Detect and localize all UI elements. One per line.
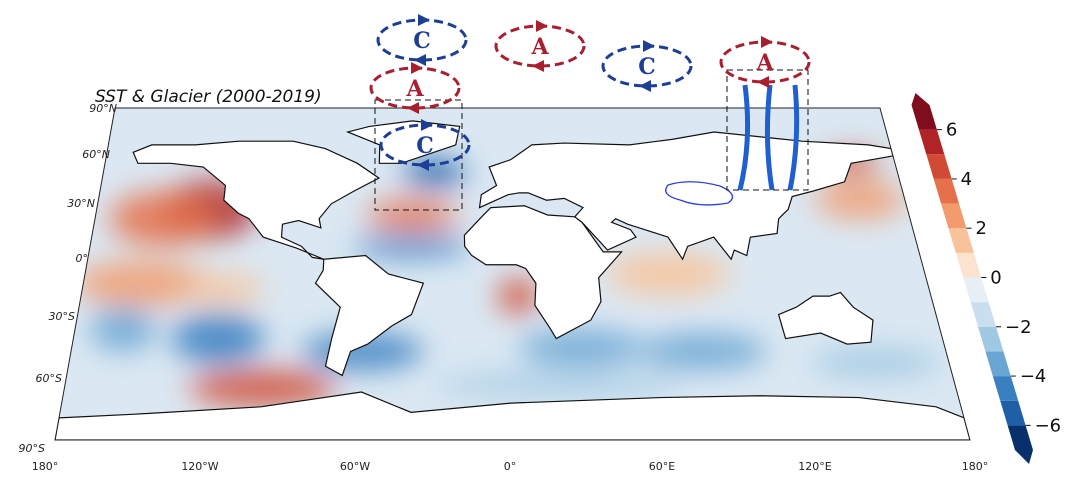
- anomaly: [74, 261, 210, 306]
- colorbar-tick-label: −4: [1020, 366, 1047, 387]
- sst-anomalies: [74, 152, 941, 407]
- colorbar-segment: [970, 302, 997, 327]
- colorbar-segment: [978, 326, 1004, 352]
- circulation-arrow: [532, 60, 544, 72]
- colorbar-segment: [911, 105, 937, 130]
- colorbar-tick-label: 4: [961, 169, 972, 190]
- anomaly: [354, 235, 470, 258]
- circulation-label: C: [416, 133, 434, 159]
- colorbar-segment: [941, 203, 967, 229]
- lat-label: 0°: [76, 252, 89, 265]
- circulation-cells: C AC AAC: [369, 14, 811, 171]
- colorbar-tick-label: 6: [946, 120, 957, 141]
- circulation-label: C: [413, 28, 431, 54]
- anomaly: [188, 369, 336, 407]
- circulation-arrow: [761, 36, 773, 48]
- circulation-arrow: [418, 14, 430, 26]
- colorbar-extend: [1015, 450, 1033, 464]
- wind-arrows: [737, 84, 800, 191]
- colorbar-tick-label: 2: [975, 218, 986, 239]
- north-america: [132, 140, 381, 260]
- lat-label: 30°S: [49, 310, 75, 323]
- lon-label: 180°: [32, 460, 59, 473]
- map-frame: [54, 107, 971, 441]
- colorbar-segment: [985, 351, 1011, 377]
- lat-label: 60°N: [82, 148, 110, 161]
- africa: [463, 205, 623, 340]
- axis-labels: 90°N 60°N 30°N 0° 30°S 60°S 90°S 180° 120°W 60°W 0…: [19, 102, 989, 473]
- circulation-label: A: [405, 76, 424, 102]
- anomaly: [638, 333, 767, 370]
- colorbar-segment: [926, 154, 952, 179]
- lon-label: 120°E: [798, 460, 831, 473]
- region-box: [374, 99, 463, 211]
- land: [55, 120, 970, 440]
- australia: [777, 291, 874, 345]
- lon-label: 180°: [962, 460, 989, 473]
- colorbar-tick-label: 0: [990, 268, 1001, 289]
- colorbar-segment: [955, 252, 982, 278]
- anomaly: [810, 347, 941, 378]
- circulation-arrow: [414, 54, 426, 66]
- circulation-arrow: [407, 102, 419, 114]
- anomaly: [497, 277, 538, 315]
- circulation-label: A: [755, 50, 774, 76]
- colorbar-tick-label: −2: [1005, 317, 1032, 338]
- anomaly: [90, 307, 157, 352]
- anomaly: [366, 200, 458, 230]
- circulation-arrow: [639, 80, 651, 92]
- anomaly: [814, 181, 906, 219]
- south-america: [314, 254, 425, 377]
- colorbar-segment: [918, 129, 945, 155]
- anomaly: [606, 251, 731, 297]
- anomaly: [171, 312, 265, 365]
- circulation-arrow: [417, 159, 429, 171]
- anomaly: [402, 157, 466, 188]
- lat-label: 30°N: [67, 197, 95, 210]
- lon-label: 60°W: [340, 460, 370, 473]
- circulation-arrow: [643, 40, 655, 52]
- colorbar-segment: [948, 228, 974, 253]
- map: [55, 108, 970, 440]
- lon-label: 120°W: [181, 460, 218, 473]
- tibetan-plateau: [665, 181, 734, 206]
- lon-label: 60°E: [649, 460, 675, 473]
- colorbar-segment: [1000, 400, 1026, 426]
- title: SST & Glacier (2000-2019): [95, 87, 322, 107]
- region-box: [726, 69, 809, 191]
- anomaly: [518, 329, 644, 367]
- circulation-arrow: [536, 20, 548, 32]
- circulation-label: C: [638, 54, 656, 80]
- colorbar-tick-label: −6: [1035, 415, 1062, 436]
- colorbar-extend: [911, 93, 930, 105]
- circulation-arrow: [757, 76, 769, 88]
- anomaly: [182, 274, 265, 304]
- lat-label: 90°N: [89, 102, 117, 115]
- circulation-arrow: [411, 62, 423, 74]
- circulation-label: A: [530, 34, 549, 60]
- greenland: [345, 120, 461, 164]
- colorbar-segment: [992, 376, 1019, 401]
- lat-label: 90°S: [19, 442, 45, 455]
- colorbar: 6 4 2 0 −2 −4 −6: [911, 93, 1062, 464]
- colorbar-segment: [1007, 425, 1033, 450]
- anomaly: [109, 191, 217, 247]
- eurasia: [478, 131, 894, 261]
- lon-label: 0°: [504, 460, 517, 473]
- lat-label: 60°S: [36, 372, 62, 385]
- circulation-arrow: [421, 119, 433, 131]
- colorbar-segment: [963, 277, 989, 303]
- colorbar-segment: [933, 178, 960, 204]
- anomaly: [434, 373, 685, 396]
